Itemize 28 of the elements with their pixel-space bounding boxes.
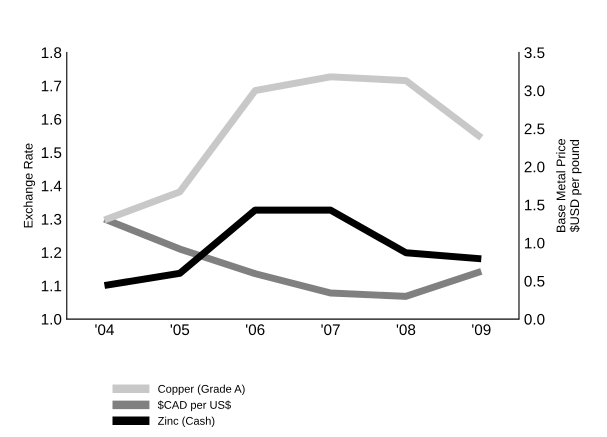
y-tick-label: 1.3 [42, 214, 62, 225]
y-tick-label: 1.6 [42, 114, 62, 125]
y2-tick-label: 3.5 [524, 47, 544, 58]
y-axis-title: Exchange Rate [23, 144, 36, 228]
y2-tick-label: 1.0 [525, 238, 544, 249]
x-tick-label: '06 [246, 324, 264, 336]
y2-tick-label: 2.0 [524, 162, 544, 172]
y2-axis-title: Base Metal Price $USD per pound [556, 139, 582, 232]
legend-label: Zinc (Cash) [158, 416, 214, 427]
x-tick-label: '08 [396, 324, 416, 336]
y-tick-label: 1.8 [42, 47, 62, 58]
y2-tick-label: 2.5 [524, 123, 544, 134]
legend-label: $CAD per US$ [158, 400, 231, 412]
y-tick-label: 1.4 [42, 180, 62, 192]
y2-tick-label: 0.5 [524, 276, 544, 287]
y-tick-label: 1.1 [42, 280, 62, 292]
x-tick-label: '05 [170, 324, 190, 336]
y2-tick-label: 0.0 [524, 314, 544, 325]
legend-label: Copper (Grade A) [158, 384, 245, 395]
y-tick-label: 1.2 [42, 247, 62, 258]
x-tick-label: '09 [472, 324, 491, 336]
y-tick-label: 1.0 [42, 314, 62, 325]
y2-tick-label: 1.5 [525, 200, 544, 210]
x-tick-label: '07 [321, 324, 340, 336]
y-tick-label: 1.7 [42, 80, 62, 92]
y-tick-label: 1.5 [42, 147, 62, 158]
x-tick-label: '04 [95, 324, 114, 336]
y2-tick-label: 3.0 [524, 85, 544, 96]
